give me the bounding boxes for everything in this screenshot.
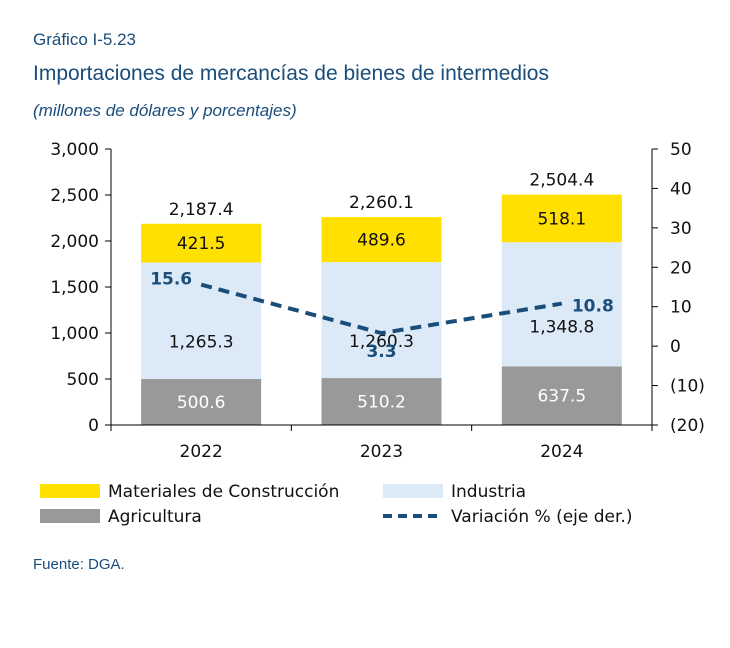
bar-materiales-de-construcci-n-2023 — [321, 217, 442, 263]
legend-label-variacion: Variación % (eje der.) — [451, 507, 632, 527]
data-label-2022-0: 500.6 — [177, 393, 226, 413]
data-label-2024-1: 1,348.8 — [529, 318, 594, 338]
bar-industria-2023 — [321, 262, 442, 379]
chart-title: Importaciones de mercancías de bienes de… — [33, 62, 549, 85]
y-right-tick-label: (10) — [670, 377, 705, 397]
legend-label-industria: Industria — [451, 482, 526, 502]
bar-industria-2022 — [141, 262, 262, 379]
y-right-tick-label: 20 — [670, 258, 692, 278]
variation-label-2023: 3.3 — [366, 342, 396, 362]
data-label-2024-0: 637.5 — [537, 387, 586, 407]
y-left-tick-label: 2,000 — [50, 232, 99, 252]
data-label-2022-2: 421.5 — [177, 234, 226, 254]
variation-label-2022: 15.6 — [150, 270, 192, 290]
y-right-tick-label: 30 — [670, 219, 692, 239]
x-tick-2024: 2024 — [540, 442, 583, 462]
total-label-2024: 2,504.4 — [529, 171, 594, 191]
y-right-tick-label: (20) — [670, 416, 705, 436]
bar-agricultura-2024 — [501, 366, 622, 425]
total-label-2023: 2,260.1 — [349, 193, 414, 213]
source-note: Fuente: DGA. — [33, 556, 125, 573]
y-right-tick-label: 0 — [670, 337, 681, 357]
x-tick-2023: 2023 — [360, 442, 403, 462]
y-right-tick-label: 50 — [670, 140, 692, 160]
bar-materiales-de-construcci-n-2022 — [141, 223, 262, 263]
chart-subtitle: (millones de dólares y porcentajes) — [33, 101, 297, 120]
legend-swatch-materiales — [40, 484, 100, 498]
y-left-tick-label: 1,500 — [50, 278, 99, 298]
legend-label-agricultura: Agricultura — [108, 507, 202, 527]
y-left-tick-label: 2,500 — [50, 186, 99, 206]
y-right-tick-label: 40 — [670, 179, 692, 199]
bar-agricultura-2022 — [141, 378, 262, 425]
legend-label-materiales: Materiales de Construcción — [108, 482, 339, 502]
data-label-2024-2: 518.1 — [537, 209, 586, 229]
y-left-tick-label: 500 — [67, 370, 99, 390]
data-label-2023-0: 510.2 — [357, 393, 406, 413]
bar-materiales-de-construcci-n-2024 — [501, 194, 622, 243]
y-left-tick-label: 0 — [88, 416, 99, 436]
total-label-2022: 2,187.4 — [169, 200, 234, 220]
y-right-tick-label: 10 — [670, 298, 692, 318]
x-tick-2022: 2022 — [180, 442, 223, 462]
legend-swatch-industria — [383, 484, 443, 498]
legend-swatch-agricultura — [40, 509, 100, 523]
chart-label: Gráfico I-5.23 — [33, 30, 136, 49]
variation-line — [200, 282, 563, 336]
bar-agricultura-2023 — [321, 378, 442, 425]
y-left-tick-label: 1,000 — [50, 324, 99, 344]
data-label-2022-1: 1,265.3 — [169, 333, 234, 353]
data-label-2023-1: 1,260.3 — [349, 332, 414, 352]
y-left-tick-label: 3,000 — [50, 140, 99, 160]
data-label-2023-2: 489.6 — [357, 231, 406, 251]
variation-label-2024: 10.8 — [572, 297, 614, 317]
